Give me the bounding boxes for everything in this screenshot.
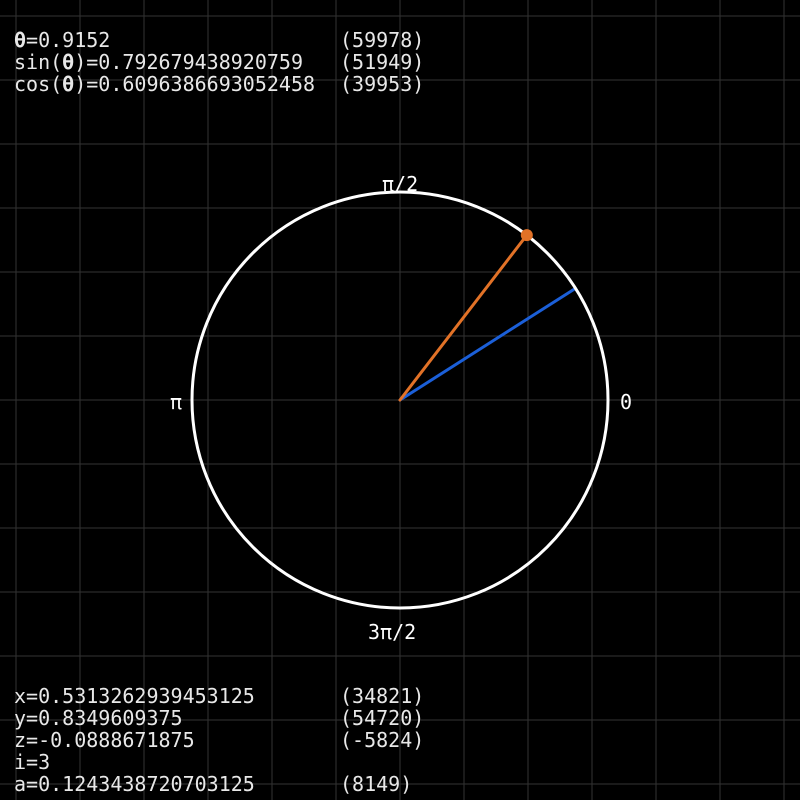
top-block-paren-1: (51949) bbox=[340, 50, 424, 74]
bottom-block-paren-4: (8149) bbox=[340, 772, 412, 796]
bottom-block-paren-2: (-5824) bbox=[340, 728, 424, 752]
bottom-block-label-4: a=0.1243438720703125 bbox=[14, 772, 255, 796]
angle-label-3pi-half: 3π/2 bbox=[368, 620, 416, 644]
chart-svg bbox=[0, 0, 800, 800]
angle-label-pi-half: π/2 bbox=[382, 172, 418, 196]
bottom-block-label-2: z=-0.0888671875 bbox=[14, 728, 195, 752]
top-block-label-0: θ=0.9152 bbox=[14, 28, 110, 52]
top-block-paren-2: (39953) bbox=[340, 72, 424, 96]
angle-label-pi: π bbox=[170, 390, 182, 414]
bottom-block-label-3: i=3 bbox=[14, 750, 50, 774]
angle-label-0: 0 bbox=[620, 390, 632, 414]
top-block-paren-0: (59978) bbox=[340, 28, 424, 52]
top-block-label-2: cos(θ)=0.6096386693052458 bbox=[14, 72, 315, 96]
unit-circle-chart: 0 π/2 π 3π/2 θ=0.9152 (59978) sin(θ)=0.792… bbox=[0, 0, 800, 800]
top-block-label-1: sin(θ)=0.792679438920759 bbox=[14, 50, 303, 74]
bottom-block-paren-0: (34821) bbox=[340, 684, 424, 708]
bottom-block-label-0: x=0.5313262939453125 bbox=[14, 684, 255, 708]
bottom-block-paren-1: (54720) bbox=[340, 706, 424, 730]
bottom-block-label-1: y=0.8349609375 bbox=[14, 706, 183, 730]
